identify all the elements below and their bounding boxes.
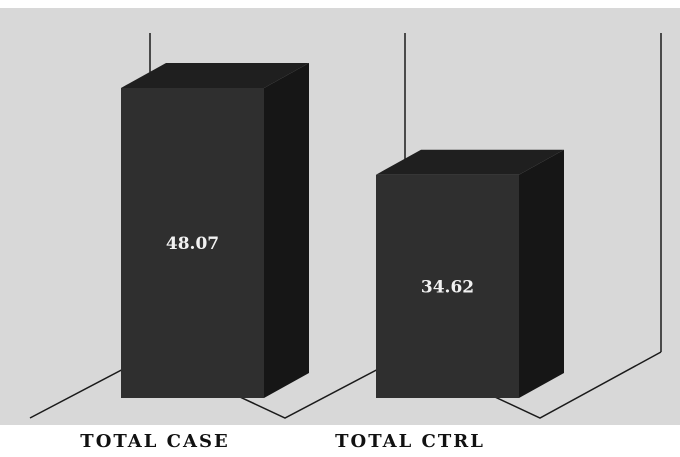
bar-total-case [121, 87, 264, 399]
bar-side-total-ctrl [519, 149, 564, 398]
bar-top-total-case [121, 62, 309, 88]
chart-background [0, 8, 680, 425]
bars-group: 48.07 34.62 [121, 62, 564, 399]
data-label-total-case: 48.07 [166, 234, 219, 254]
bar-total-ctrl [376, 174, 519, 398]
category-label-total-case: TOTAL CASE [80, 431, 229, 452]
category-label-total-ctrl: TOTAL CTRL [335, 431, 485, 452]
bar-side-total-case [264, 62, 309, 399]
data-label-total-ctrl: 34.62 [421, 277, 474, 297]
bar-top-total-ctrl [376, 149, 564, 175]
